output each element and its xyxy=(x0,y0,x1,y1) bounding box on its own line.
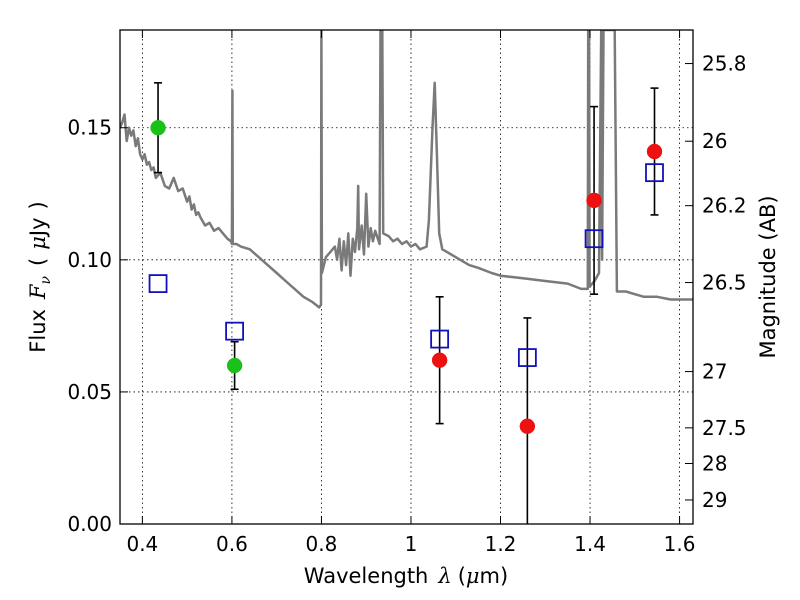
model-spectrum xyxy=(120,30,693,309)
x-tick-label: 1 xyxy=(405,532,418,556)
x-tick-label: 1.2 xyxy=(485,532,517,556)
y2-tick-label: 26.2 xyxy=(702,194,747,218)
blue-square-point xyxy=(225,321,245,341)
green-point xyxy=(226,357,243,374)
blue-square-point xyxy=(645,163,664,183)
axis-ticks: 0.4 0.6 0.8 1 1.2 1.4 1.6 0.00 0.05 0.10 0.15 25.8 2… xyxy=(67,30,747,556)
blue-square-point xyxy=(148,274,168,294)
plot-frame xyxy=(119,29,694,525)
green-point xyxy=(150,119,166,136)
blue-square-point xyxy=(430,329,450,349)
model-spectrum-line xyxy=(120,30,693,309)
x-tick-label: 0.6 xyxy=(216,532,248,556)
x-tick-label: 0.8 xyxy=(306,532,338,556)
y-tick-label: 0.05 xyxy=(67,380,112,404)
y-axis-label: FluxFν(μJy) xyxy=(26,201,54,352)
y2-tick-label: 26 xyxy=(702,129,727,153)
red-point xyxy=(646,143,663,160)
y2-tick-label: 29 xyxy=(702,488,727,512)
y2-tick-label: 28 xyxy=(702,452,727,476)
red-point xyxy=(431,352,448,368)
red-point xyxy=(519,418,536,435)
y2-axis-label: Magnitude (AB) xyxy=(756,195,780,358)
y2-tick-label: 25.8 xyxy=(702,52,747,76)
red-point xyxy=(586,192,602,209)
data-marks xyxy=(148,82,664,524)
x-tick-label: 1.6 xyxy=(664,532,696,556)
y-tick-label: 0.00 xyxy=(67,512,112,536)
x-tick-label: 0.4 xyxy=(126,532,158,556)
y-tick-label: 0.15 xyxy=(67,116,112,140)
y2-tick-label: 27 xyxy=(702,360,727,384)
y2-tick-label: 27.5 xyxy=(702,416,747,440)
y2-tick-label: 26.5 xyxy=(702,271,747,295)
blue-square-point xyxy=(517,348,537,367)
y-tick-label: 0.10 xyxy=(67,248,112,272)
grid xyxy=(120,30,693,525)
x-tick-label: 1.4 xyxy=(574,532,606,556)
x-axis-label: Wavelength λ (μm) xyxy=(304,564,508,588)
blue-square-point xyxy=(584,229,604,249)
